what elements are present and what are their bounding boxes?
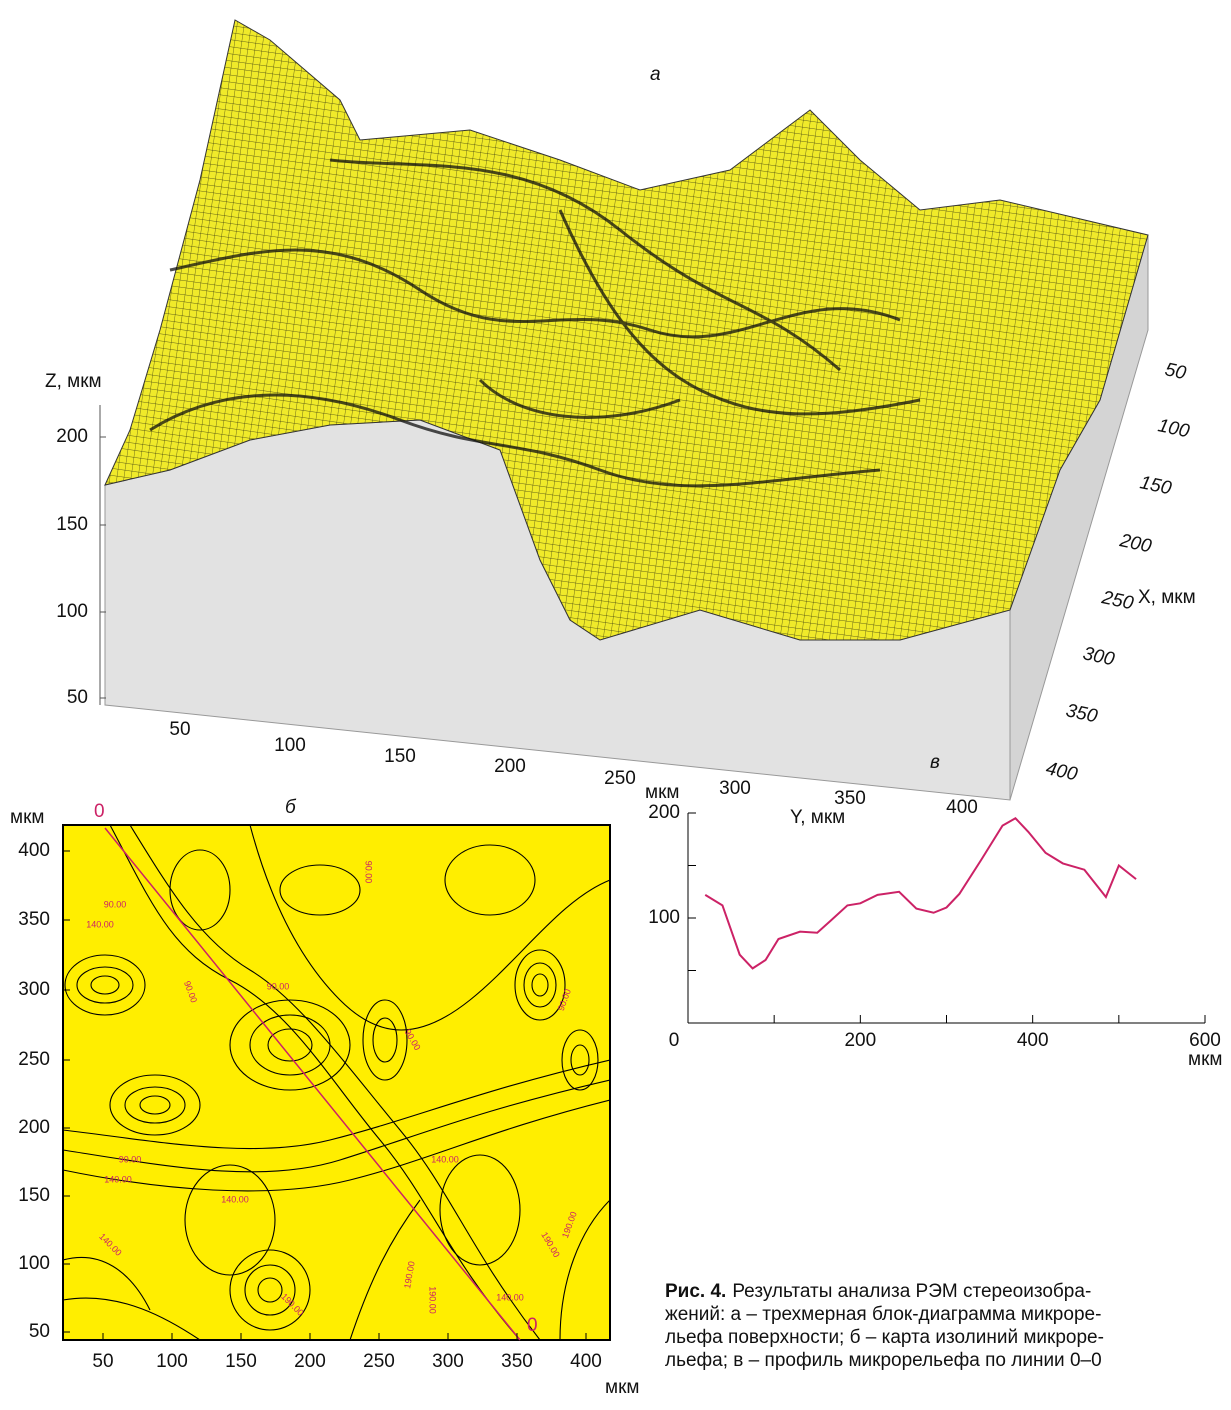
contour-label: 90.00: [267, 981, 290, 991]
x-tick-label: 250: [363, 1351, 395, 1372]
y-tick-label: 100: [274, 735, 306, 756]
x-axis-label: X, мкм: [1138, 587, 1196, 608]
y-unit: мкм: [10, 807, 44, 828]
contour-label: 190.00: [428, 1286, 438, 1314]
y-tick-label: 250: [604, 768, 636, 789]
contour-label: 140.00: [104, 1174, 132, 1184]
caption-text: Результаты анализа РЭМ стереоизобра-: [732, 1281, 1091, 1302]
profile-end: 0: [527, 1315, 538, 1336]
x-tick-label: 350: [1064, 700, 1100, 727]
caption-line: льефа; в – профиль микрорельефа по линии…: [665, 1350, 1102, 1371]
contour-label: 140.00: [86, 919, 114, 929]
contour-map: [63, 825, 610, 1340]
y-tick-label: 350: [18, 909, 50, 930]
x-tick-label: 100: [1156, 415, 1192, 442]
y-tick-label: 50: [29, 1321, 50, 1342]
y-tick-label: 200: [648, 802, 680, 823]
z-tick-label: 100: [56, 601, 88, 622]
x-tick-label: 50: [1163, 359, 1188, 384]
block-diagram: [100, 20, 1148, 800]
panel-letter: в: [930, 752, 940, 773]
y-tick-label: 200: [494, 756, 526, 777]
y-tick-label: 150: [18, 1185, 50, 1206]
y-tick-label: 350: [834, 788, 866, 809]
contour-label: 140.00: [496, 1292, 524, 1302]
panel-letter: а: [650, 64, 661, 85]
profile-start: 0: [94, 801, 105, 822]
y-tick-label: 400: [946, 797, 978, 818]
z-tick-label: 200: [56, 426, 88, 447]
panel-letter: б: [285, 797, 297, 818]
contour-label: 140.00: [431, 1154, 459, 1164]
y-unit: мкм: [645, 782, 679, 803]
x-unit: мкм: [1188, 1049, 1222, 1070]
y-tick-label: 100: [18, 1253, 50, 1274]
x-tick-label: 600: [1189, 1030, 1221, 1051]
x-tick-label: 200: [844, 1030, 876, 1051]
z-tick-label: 50: [67, 687, 88, 708]
y-tick-label: 200: [18, 1117, 50, 1138]
caption-line: Рис. 4. Результаты анализа РЭМ стереоизоб…: [665, 1281, 1091, 1302]
contour-label: 140.00: [221, 1194, 249, 1204]
x-tick-label: 300: [432, 1351, 464, 1372]
map-frame: [63, 825, 610, 1340]
z-axis-label: Z, мкм: [45, 371, 102, 392]
caption-label: Рис. 4.: [665, 1281, 726, 1302]
y-tick-label: 100: [648, 907, 680, 928]
x-tick-label: 400: [570, 1351, 602, 1372]
contour-label: 90.00: [364, 861, 374, 884]
x-tick-label: 100: [156, 1351, 188, 1372]
x-tick-label: 50: [92, 1351, 113, 1372]
profile-line: [705, 818, 1136, 968]
caption-line: жений: а – трехмерная блок-диаграмма мик…: [665, 1304, 1101, 1325]
y-tick-label: 50: [169, 719, 190, 740]
x-tick-label: 200: [1117, 530, 1154, 557]
y-tick-label: 300: [719, 778, 751, 799]
contour-label: 90.00: [119, 1154, 142, 1164]
y-tick-label: 300: [18, 979, 50, 1000]
z-tick-label: 150: [56, 514, 88, 535]
y-tick-label: 400: [18, 840, 50, 861]
x-tick-label: 400: [1017, 1030, 1049, 1051]
x-tick-label: 250: [1099, 587, 1136, 614]
x-tick-label: 150: [225, 1351, 257, 1372]
x-unit: мкм: [605, 1377, 639, 1398]
y-tick-label: 250: [18, 1049, 50, 1070]
x-tick-label: 150: [1138, 472, 1174, 499]
x-tick-label: 350: [501, 1351, 533, 1372]
contour-label: 90.00: [104, 899, 127, 909]
y-tick-label: 150: [384, 746, 416, 767]
x-tick-label: 300: [1081, 643, 1117, 670]
figure: а Z, мкм Y, мкм X, мкм б мк: [0, 0, 1231, 1405]
x-tick-label: 0: [669, 1030, 680, 1051]
x-tick-label: 400: [1044, 758, 1080, 785]
y-axis-label: Y, мкм: [790, 807, 845, 828]
x-tick-label: 200: [294, 1351, 326, 1372]
caption-line: льефа поверхности; б – карта изолиний ми…: [665, 1327, 1104, 1348]
page: а Z, мкм Y, мкм X, мкм б мк: [0, 0, 1231, 1405]
